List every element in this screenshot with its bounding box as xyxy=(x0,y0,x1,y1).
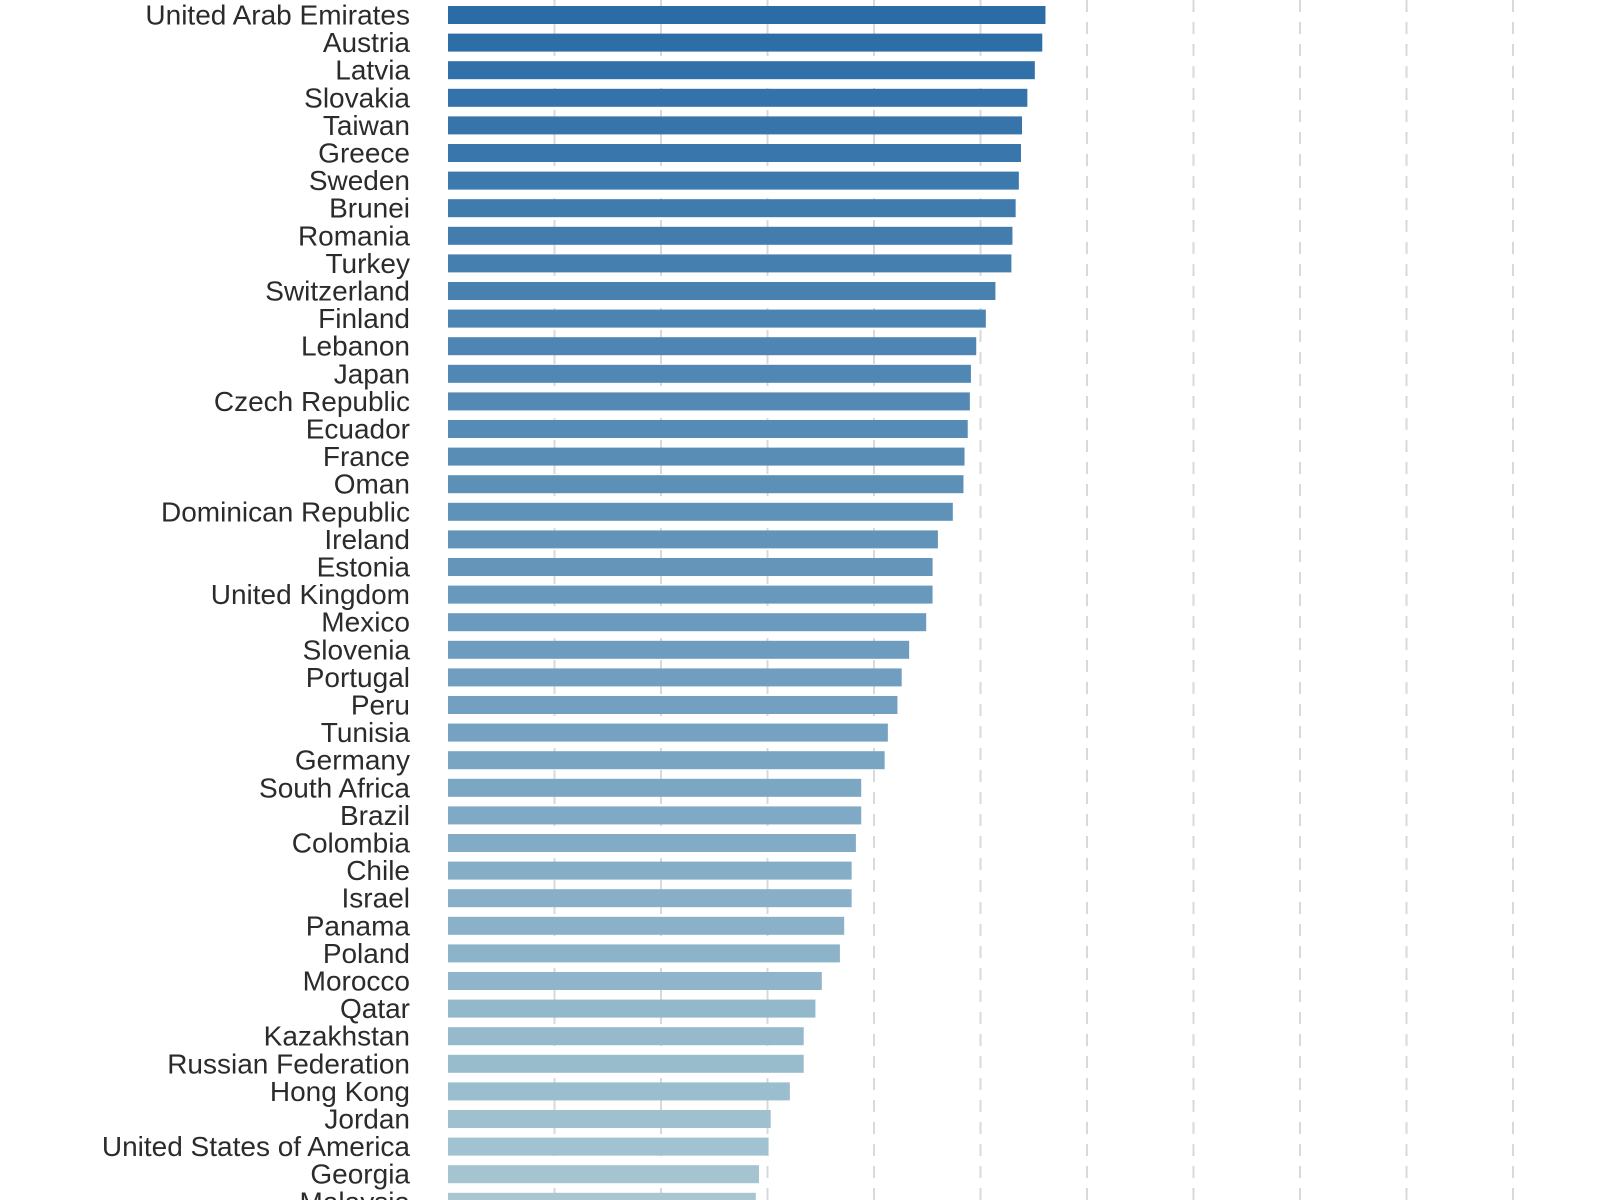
category-label: Morocco xyxy=(303,966,410,997)
category-label: Austria xyxy=(323,27,411,58)
category-label: Sweden xyxy=(309,165,410,196)
category-label: Russian Federation xyxy=(167,1048,410,1079)
bar xyxy=(448,309,986,328)
bar xyxy=(448,33,1043,52)
bar xyxy=(448,447,965,466)
bar xyxy=(448,972,822,990)
category-label: Romania xyxy=(298,220,410,251)
category-label: United States of America xyxy=(102,1131,411,1162)
bar xyxy=(448,668,902,687)
category-label: Estonia xyxy=(317,552,411,583)
category-label: Malaysia xyxy=(300,1186,411,1200)
category-label: Jordan xyxy=(324,1104,410,1135)
category-label: Slovenia xyxy=(303,634,411,665)
bar xyxy=(448,1137,769,1156)
bar xyxy=(448,889,852,908)
bar xyxy=(448,6,1046,24)
bar xyxy=(448,1165,759,1184)
bar xyxy=(448,916,845,935)
bar xyxy=(448,999,816,1018)
category-label: Turkey xyxy=(325,248,410,279)
category-label: Peru xyxy=(351,690,410,721)
category-label: Germany xyxy=(295,745,410,776)
category-label: United Kingdom xyxy=(211,579,410,610)
category-label: Brazil xyxy=(340,800,410,831)
bar xyxy=(448,696,898,714)
bar xyxy=(448,364,971,383)
category-label: Ireland xyxy=(324,524,410,555)
category-label: United Arab Emirates xyxy=(145,0,410,31)
bar xyxy=(448,1192,756,1200)
category-label: Mexico xyxy=(321,607,410,638)
bar xyxy=(448,530,938,549)
bar xyxy=(448,502,953,521)
bar xyxy=(448,1082,790,1101)
category-label: Oman xyxy=(334,469,410,500)
bar xyxy=(448,226,1013,245)
category-label: Israel xyxy=(342,883,410,914)
category-label: Switzerland xyxy=(265,276,410,307)
category-label: Czech Republic xyxy=(214,386,410,417)
bar xyxy=(448,116,1023,135)
category-label: Greece xyxy=(318,138,410,169)
bar xyxy=(448,1054,804,1073)
category-label: Taiwan xyxy=(323,110,410,141)
bar xyxy=(448,199,1016,218)
bar xyxy=(448,944,840,963)
category-label: Lebanon xyxy=(301,331,410,362)
bar xyxy=(448,751,885,770)
category-label: Brunei xyxy=(329,193,410,224)
bar xyxy=(448,778,862,797)
category-label: Latvia xyxy=(335,55,410,86)
category-label: Dominican Republic xyxy=(161,496,410,527)
category-label: Slovakia xyxy=(304,82,410,113)
bar xyxy=(448,834,856,852)
category-label: Finland xyxy=(318,303,410,334)
category-label: Kazakhstan xyxy=(264,1021,410,1052)
bars xyxy=(448,6,1046,1200)
bar xyxy=(448,585,933,604)
category-label: Qatar xyxy=(340,993,410,1024)
category-labels: United Arab EmiratesAustriaLatviaSlovaki… xyxy=(102,0,411,1200)
bar xyxy=(448,558,933,576)
bar xyxy=(448,1027,804,1046)
category-label: Colombia xyxy=(292,828,411,859)
category-label: Chile xyxy=(346,855,410,886)
category-label: Georgia xyxy=(310,1159,410,1190)
bar xyxy=(448,475,964,494)
bar xyxy=(448,88,1028,107)
bar xyxy=(448,420,968,438)
bar xyxy=(448,282,996,300)
bar xyxy=(448,613,927,632)
category-label: Tunisia xyxy=(321,717,411,748)
category-label: Hong Kong xyxy=(270,1076,410,1107)
category-label: Japan xyxy=(334,358,410,389)
bar xyxy=(448,61,1035,80)
category-label: Ecuador xyxy=(306,414,410,445)
category-label: Panama xyxy=(306,910,411,941)
category-label: South Africa xyxy=(259,772,410,803)
bar xyxy=(448,640,910,659)
category-label: Portugal xyxy=(306,662,410,693)
bar xyxy=(448,861,852,880)
bar xyxy=(448,1110,771,1128)
bar xyxy=(448,723,888,742)
category-label: France xyxy=(323,441,410,472)
bar xyxy=(448,392,970,411)
bar xyxy=(448,806,862,825)
category-label: Poland xyxy=(323,938,410,969)
bar xyxy=(448,254,1012,273)
bar xyxy=(448,144,1021,162)
bar xyxy=(448,337,977,356)
bar xyxy=(448,171,1019,190)
